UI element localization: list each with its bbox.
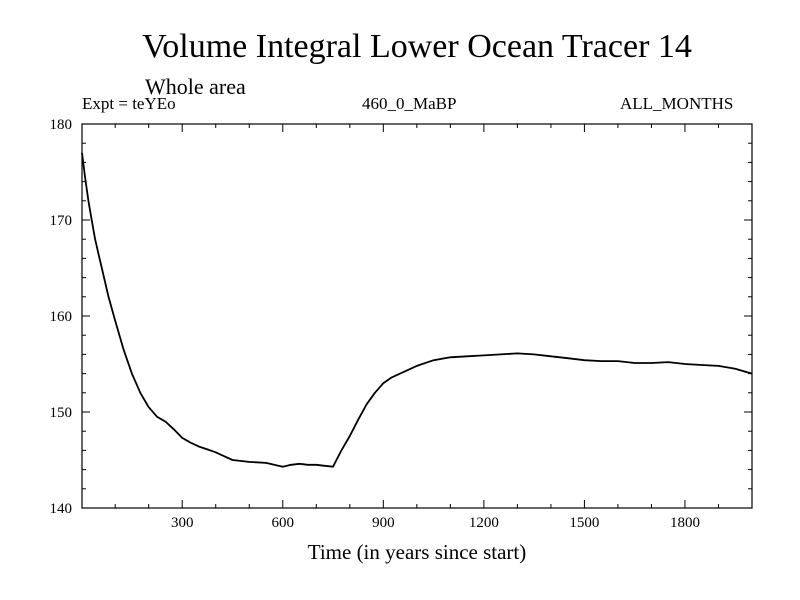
chart-subtitle: Whole area — [145, 74, 246, 99]
months-label: ALL_MONTHS — [620, 94, 734, 113]
x-tick-label: 300 — [171, 515, 194, 531]
plot-frame — [81, 123, 753, 509]
tick-labels: 300 600 900 1200 1500 1800 140 150 160 170 180 — [50, 117, 700, 531]
experiment-name: 460_0_MaBP — [362, 94, 457, 113]
x-tick-label: 1800 — [670, 515, 700, 531]
y-tick-label: 180 — [50, 117, 73, 133]
x-axis-label: Time (in years since start) — [307, 540, 527, 564]
x-tick-label: 1200 — [469, 515, 499, 531]
chart-title: Volume Integral Lower Ocean Tracer 14 — [142, 28, 692, 65]
y-tick-label: 160 — [50, 309, 73, 325]
y-tick-label: 170 — [50, 213, 73, 229]
experiment-label: Expt = teYEo — [82, 94, 176, 113]
axis-ticks — [82, 123, 752, 509]
y-tick-label: 150 — [50, 405, 73, 421]
series-group — [81, 152, 753, 468]
x-tick-label: 600 — [272, 515, 295, 531]
x-tick-label: 1500 — [569, 515, 599, 531]
series-line — [81, 152, 753, 468]
x-tick-label: 900 — [372, 515, 395, 531]
y-tick-label: 140 — [50, 501, 73, 517]
